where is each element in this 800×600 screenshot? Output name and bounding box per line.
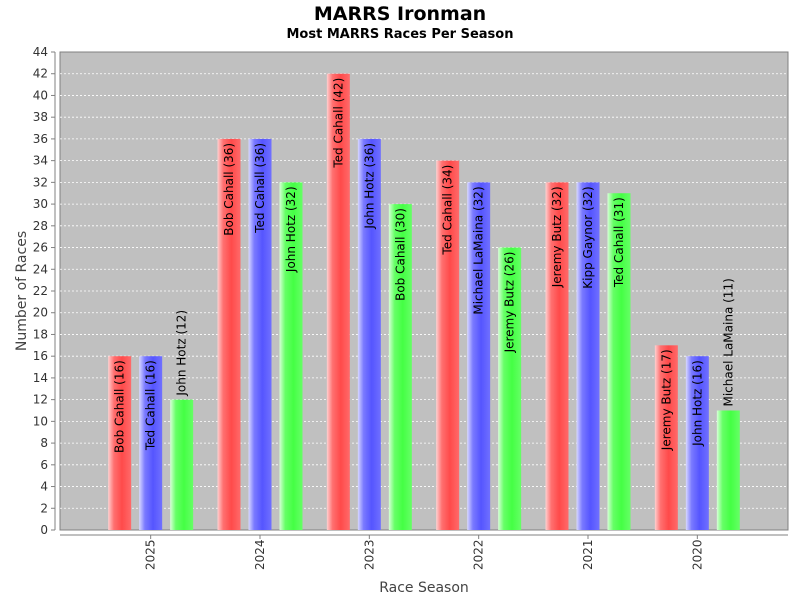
bar bbox=[685, 356, 709, 530]
bar bbox=[467, 182, 491, 530]
bar bbox=[654, 345, 678, 530]
bar bbox=[716, 410, 740, 530]
y-tick-label: 18 bbox=[33, 327, 48, 341]
bar-label: Ted Cahall (42) bbox=[331, 78, 345, 169]
y-tick-label: 2 bbox=[40, 501, 48, 515]
bar-label: Michael LaMaina (11) bbox=[721, 278, 735, 406]
y-tick-label: 34 bbox=[33, 154, 48, 168]
bar-label: John Hotz (36) bbox=[362, 143, 376, 230]
y-tick-label: 38 bbox=[33, 110, 48, 124]
x-tick-label: 2025 bbox=[144, 539, 158, 570]
x-tick-label: 2021 bbox=[581, 539, 595, 570]
bar-label: Ted Cahall (16) bbox=[144, 360, 158, 451]
x-tick-label: 2024 bbox=[253, 539, 267, 570]
y-tick-label: 30 bbox=[33, 197, 48, 211]
y-tick-label: 6 bbox=[40, 458, 48, 472]
bar-label: Jeremy Butz (17) bbox=[659, 349, 673, 451]
bar-label: Jeremy Butz (32) bbox=[550, 186, 564, 288]
bar bbox=[139, 356, 163, 530]
y-tick-label: 24 bbox=[33, 262, 48, 276]
y-tick-label: 4 bbox=[40, 480, 48, 494]
bar bbox=[607, 193, 631, 530]
x-tick-label: 2023 bbox=[362, 539, 376, 570]
bar bbox=[498, 247, 522, 530]
y-tick-label: 36 bbox=[33, 132, 48, 146]
bar bbox=[388, 204, 412, 530]
y-tick-label: 42 bbox=[33, 67, 48, 81]
bar bbox=[108, 356, 132, 530]
y-tick-label: 12 bbox=[33, 393, 48, 407]
bar-labels: Bob Cahall (16) Ted Cahall (16) John Hotz … bbox=[113, 78, 736, 453]
chart-subtitle: Most MARRS Races Per Season bbox=[287, 27, 514, 42]
y-tick-label: 0 bbox=[40, 523, 48, 537]
bar bbox=[545, 182, 569, 530]
bar-label: John Hotz (32) bbox=[284, 186, 298, 273]
y-axis-title: Number of Races bbox=[14, 231, 30, 351]
y-tick-label: 8 bbox=[40, 436, 48, 450]
y-tick-label: 14 bbox=[33, 371, 48, 385]
x-axis-title: Race Season bbox=[379, 580, 469, 596]
y-tick-label: 26 bbox=[33, 241, 48, 255]
y-tick-label: 16 bbox=[33, 349, 48, 363]
bar-label: John Hotz (16) bbox=[690, 360, 704, 447]
bar bbox=[436, 160, 460, 531]
y-tick-label: 22 bbox=[33, 284, 48, 298]
bar bbox=[326, 73, 350, 531]
y-tick-label: 28 bbox=[33, 219, 48, 233]
bars bbox=[108, 73, 740, 531]
bar-label: Ted Cahall (31) bbox=[612, 197, 626, 288]
bar bbox=[279, 182, 303, 530]
bar bbox=[170, 399, 194, 530]
bar bbox=[576, 182, 600, 530]
bar-label: Ted Cahall (36) bbox=[253, 143, 267, 234]
y-tick-label: 20 bbox=[33, 306, 48, 320]
y-tick-label: 40 bbox=[33, 88, 48, 102]
bar-label: Bob Cahall (16) bbox=[113, 360, 127, 453]
y-tick-label: 10 bbox=[33, 414, 48, 428]
bar-label: Bob Cahall (30) bbox=[393, 208, 407, 301]
y-tick-label: 44 bbox=[33, 45, 48, 59]
chart-title: MARRS Ironman bbox=[314, 3, 486, 25]
x-tick-label: 2020 bbox=[690, 539, 704, 570]
bar-label: Jeremy Butz (26) bbox=[503, 252, 517, 354]
y-tick-label: 32 bbox=[33, 175, 48, 189]
bar-label: Michael LaMaina (32) bbox=[472, 186, 486, 314]
bar bbox=[217, 138, 241, 530]
bar-label: Kipp Gaynor (32) bbox=[581, 186, 595, 288]
bar bbox=[357, 138, 381, 530]
bar-label: Bob Cahall (36) bbox=[222, 143, 236, 236]
bar bbox=[248, 138, 272, 530]
x-tick-label: 2022 bbox=[472, 539, 486, 570]
x-axis: 2025 2024 2023 2022 2021 2020 bbox=[60, 534, 788, 570]
bar-label: Ted Cahall (34) bbox=[441, 165, 455, 256]
y-axis: 0246810121416182022242628303234363840424… bbox=[33, 45, 56, 537]
bar-label: John Hotz (12) bbox=[175, 310, 189, 397]
